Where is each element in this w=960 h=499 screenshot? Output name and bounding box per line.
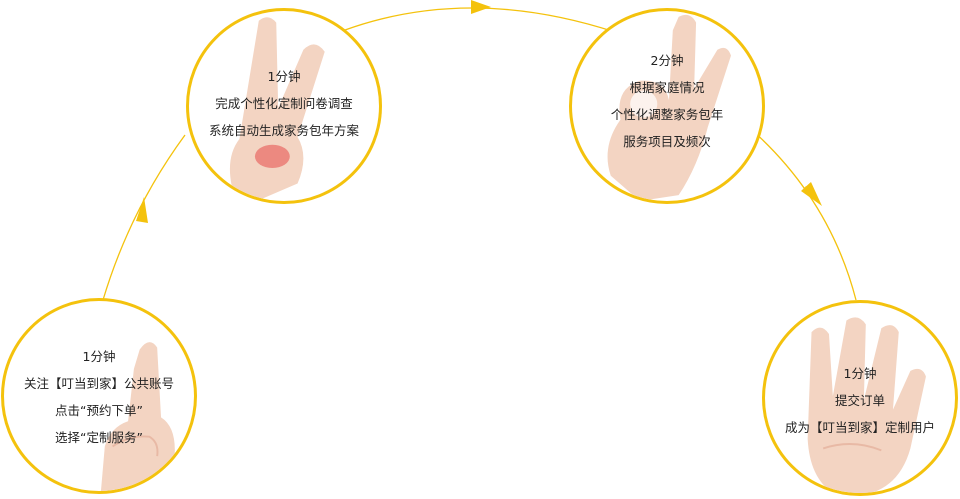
step-1-duration: 1分钟 — [82, 349, 116, 364]
step-2-line-2: 系统自动生成家务包年方案 — [208, 123, 359, 138]
step-1-text: 1分钟 关注【叮当到家】公共账号 点击“预约下单” 选择“定制服务” — [4, 343, 194, 451]
step-4-duration: 1分钟 — [843, 366, 877, 381]
step-2-duration: 1分钟 — [267, 69, 301, 84]
step-3-text: 2分钟 根据家庭情况 个性化调整家务包年 服务项目及频次 — [572, 47, 762, 155]
step-3-line-1: 根据家庭情况 — [629, 80, 705, 95]
step-1-line-3: 选择“定制服务” — [55, 430, 143, 445]
step-3-duration: 2分钟 — [650, 53, 684, 68]
step-4-text: 1分钟 提交订单 成为【叮当到家】定制用户 — [765, 360, 955, 441]
arrowhead-1-icon — [136, 197, 148, 223]
step-2-text: 1分钟 完成个性化定制问卷调查 系统自动生成家务包年方案 — [189, 63, 379, 144]
arrowhead-3b-icon — [801, 182, 822, 206]
step-2-line-1: 完成个性化定制问卷调查 — [215, 96, 353, 111]
step-3-line-2: 个性化调整家务包年 — [610, 107, 724, 122]
step-3-line-3: 服务项目及频次 — [623, 134, 711, 149]
arc-step3-to-step4 — [751, 129, 857, 301]
step-4-line-2: 成为【叮当到家】定制用户 — [784, 420, 935, 435]
arc-step1-to-step2 — [102, 134, 186, 301]
step-4-line-1: 提交订单 — [834, 393, 885, 408]
two-finger-hand-icon — [229, 17, 325, 201]
four-finger-hand-icon — [807, 317, 926, 493]
step-1-circle: 1分钟 关注【叮当到家】公共账号 点击“预约下单” 选择“定制服务” — [1, 298, 197, 494]
step-4-circle: 1分钟 提交订单 成为【叮当到家】定制用户 — [762, 300, 958, 496]
one-finger-hand-icon — [100, 342, 175, 491]
step-3-circle: 2分钟 根据家庭情况 个性化调整家务包年 服务项目及频次 — [569, 8, 765, 204]
step-1-line-1: 关注【叮当到家】公共账号 — [23, 376, 174, 391]
step-1-line-2: 点击“预约下单” — [55, 403, 143, 418]
arrowhead-2-icon — [471, 0, 491, 14]
ok-hand-icon — [607, 14, 731, 201]
step-2-circle: 1分钟 完成个性化定制问卷调查 系统自动生成家务包年方案 — [186, 8, 382, 204]
